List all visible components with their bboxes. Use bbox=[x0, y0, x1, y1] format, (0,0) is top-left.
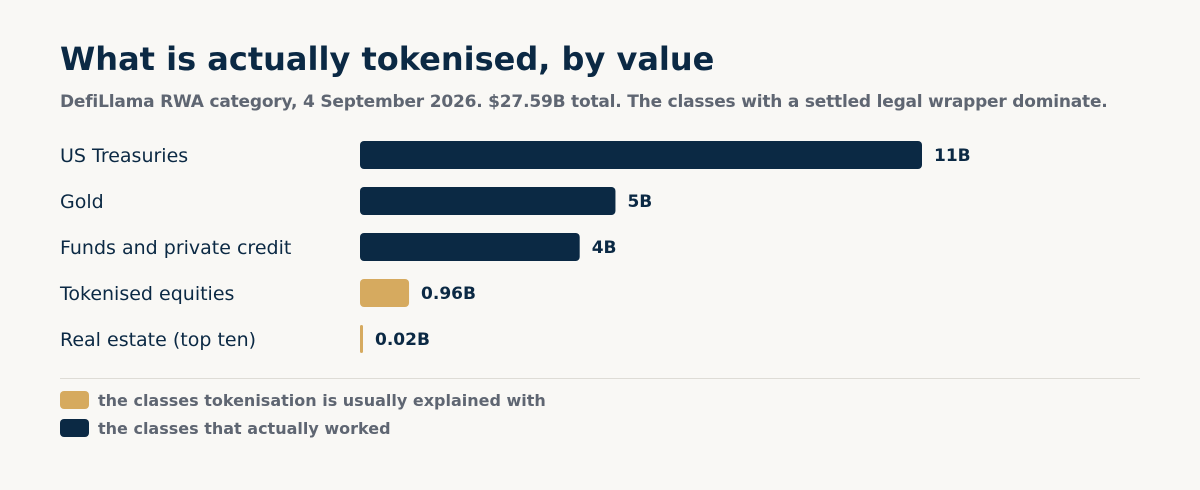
legend-label-explained: the classes tokenisation is usually expl… bbox=[98, 390, 546, 410]
legend-swatch-explained bbox=[60, 391, 89, 409]
bar-chart: US Treasuries 11B Gold 5B Funds and private … bbox=[59, 141, 971, 353]
category-label: Gold bbox=[60, 191, 104, 213]
bar bbox=[360, 233, 580, 261]
category-label: Funds and private credit bbox=[60, 237, 291, 259]
bar bbox=[360, 187, 616, 215]
bar-value-label: 5B bbox=[627, 192, 652, 212]
category-label: Real estate (top ten) bbox=[60, 329, 256, 351]
legend-item-explained: the classes tokenisation is usually expl… bbox=[60, 390, 546, 410]
legend-divider bbox=[60, 378, 1140, 379]
bar-value-label: 0.96B bbox=[421, 284, 476, 304]
chart-title: What is actually tokenised, by value bbox=[60, 40, 715, 78]
bar bbox=[360, 141, 922, 169]
bar bbox=[360, 325, 363, 353]
chart-subtitle: DefiLlama RWA category, 4 September 2026… bbox=[60, 92, 1108, 112]
category-label: Tokenised equities bbox=[59, 283, 234, 305]
legend-swatch-worked bbox=[60, 419, 89, 437]
legend-item-worked: the classes that actually worked bbox=[60, 418, 391, 438]
bar bbox=[360, 279, 410, 307]
legend-label-worked: the classes that actually worked bbox=[98, 418, 391, 438]
bar-value-label: 0.02B bbox=[375, 330, 430, 350]
bar-value-label: 11B bbox=[934, 146, 971, 166]
bar-value-label: 4B bbox=[592, 238, 617, 258]
category-label: US Treasuries bbox=[60, 145, 188, 167]
